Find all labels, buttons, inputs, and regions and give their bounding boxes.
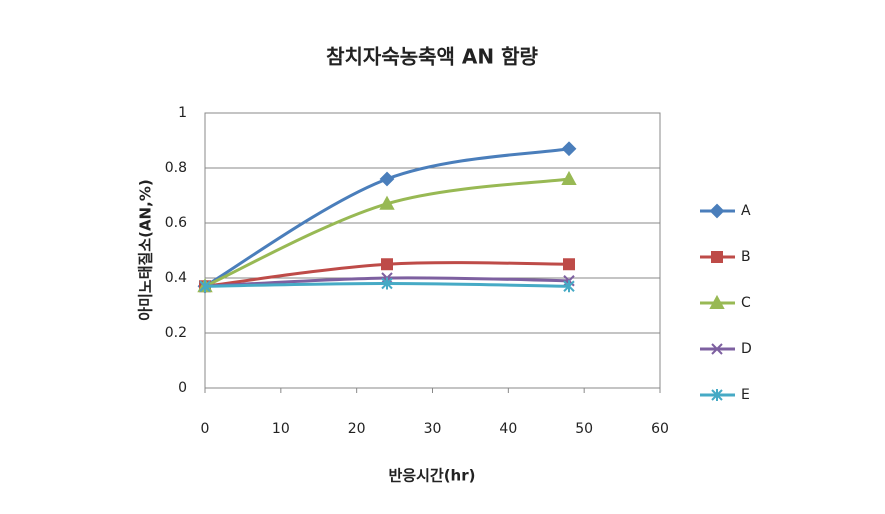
y-tick-label: 0.4 [165, 270, 187, 286]
marker [379, 171, 395, 187]
y-tick-label: 1 [178, 105, 187, 121]
plot-area [204, 112, 661, 389]
x-tick-label: 60 [651, 421, 669, 437]
legend-marker [711, 343, 723, 355]
legend-marker [709, 203, 725, 219]
marker [561, 170, 577, 185]
legend-label: A [741, 203, 751, 219]
y-tick-label: 0.6 [165, 215, 187, 231]
x-tick-label: 40 [499, 421, 517, 437]
marker [381, 277, 393, 290]
y-axis-label: 아미노태질소(AN,%) [137, 179, 155, 320]
marker [561, 141, 577, 157]
marker [379, 195, 395, 210]
marker [381, 258, 393, 271]
legend-marker [711, 251, 723, 263]
legend-marker [711, 389, 723, 401]
legend-label: E [741, 387, 750, 403]
x-tick-label: 20 [348, 421, 366, 437]
legend-label: B [741, 249, 751, 265]
marker [563, 280, 575, 293]
x-tick-label: 50 [575, 421, 593, 437]
x-tick-label: 10 [272, 421, 290, 437]
y-tick-label: 0.8 [165, 160, 187, 176]
legend-label: C [741, 295, 751, 311]
chart-title: 참치자숙농축액 AN 함량 [326, 45, 538, 69]
y-tick-label: 0 [178, 380, 187, 396]
legend-label: D [741, 341, 752, 357]
x-tick-label: 0 [201, 421, 210, 437]
marker [563, 258, 575, 271]
legend-marker [709, 294, 725, 309]
marker [199, 280, 211, 293]
x-tick-label: 30 [424, 421, 442, 437]
y-tick-label: 0.2 [165, 325, 187, 341]
x-axis-label: 반응시간(hr) [389, 467, 476, 485]
